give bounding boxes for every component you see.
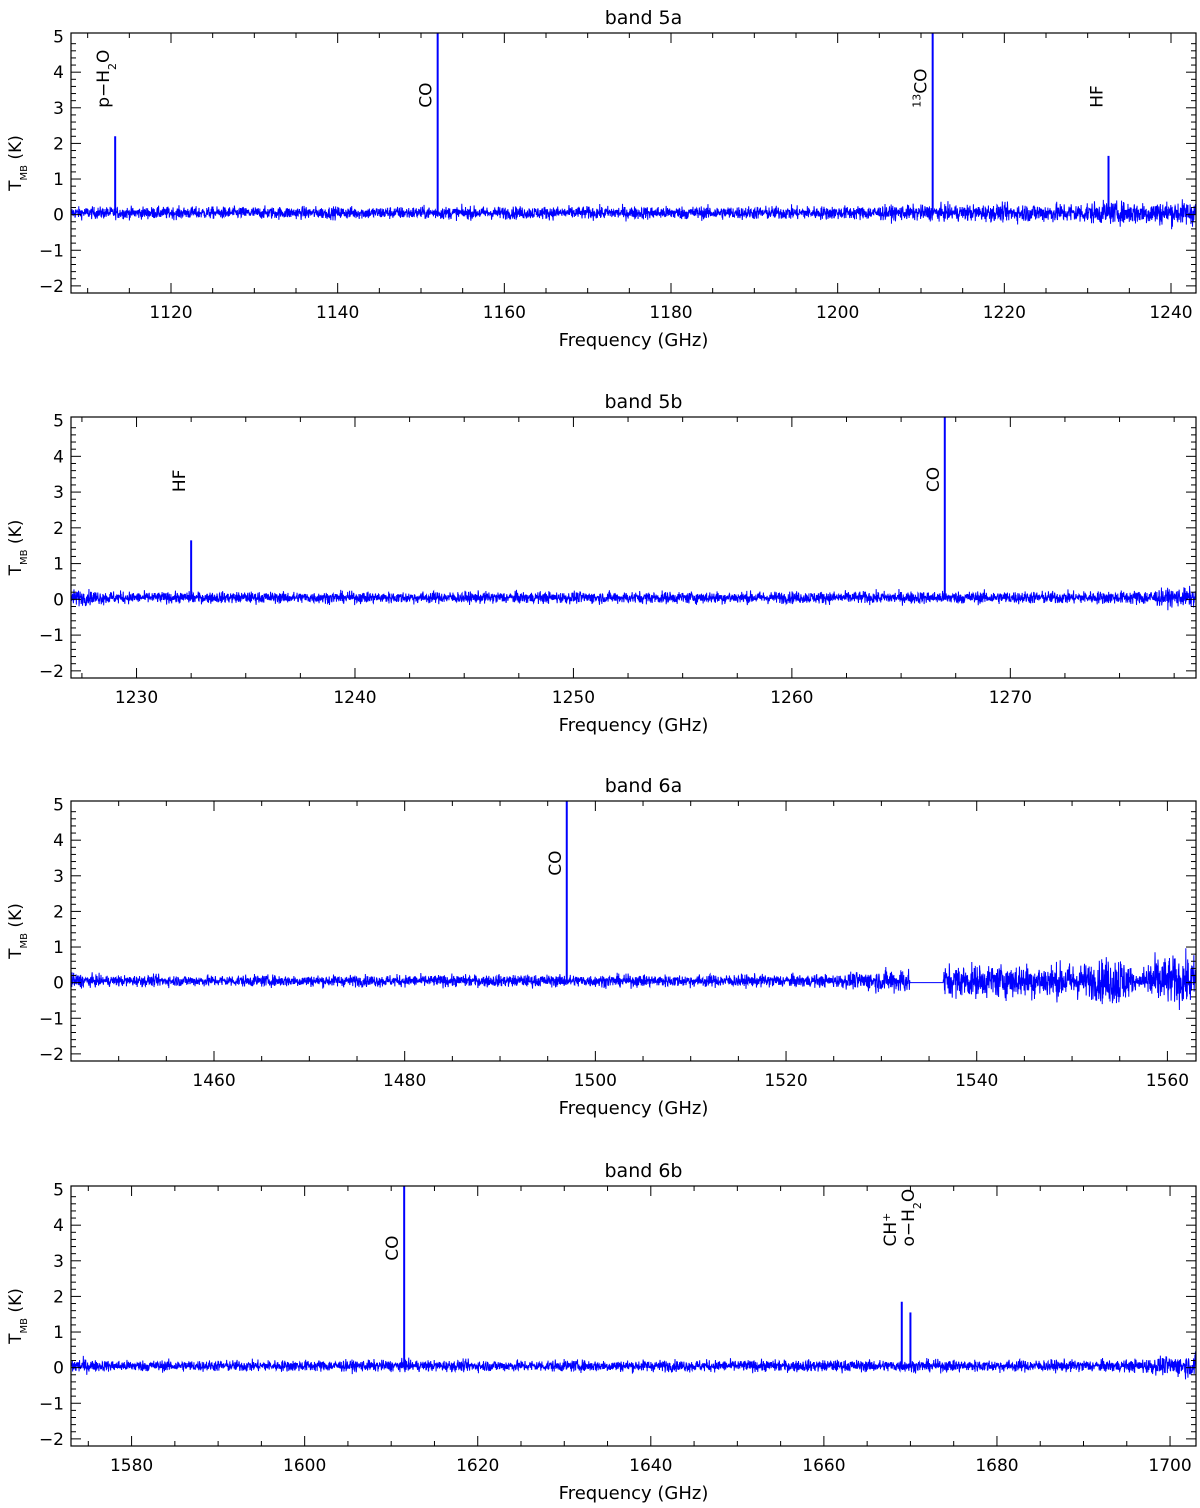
y-tick-label: 1: [53, 555, 64, 575]
y-tick-label: 3: [53, 99, 64, 119]
y-tick-label: 4: [53, 831, 64, 851]
y-tick-label: −1: [39, 626, 64, 646]
spectrum-trace: [71, 1351, 1196, 1380]
y-tick-label: 0: [53, 206, 64, 226]
line-label-13co: 13CO: [910, 69, 932, 108]
spectrum-panel-1: band 5a 1120 1140 1160 1180 1200 1220 1240 −2 −1 0…: [6, 7, 1197, 351]
spectrum-trace: [71, 948, 1196, 1010]
plot-frame: [70, 416, 1197, 679]
panel-title: band 5a: [605, 7, 683, 29]
panel-title: band 6a: [605, 775, 683, 797]
y-tick-label: 4: [53, 1216, 64, 1236]
y-tick-label: −2: [39, 277, 64, 297]
y-tick-label: −2: [39, 662, 64, 682]
y-tick-label: −1: [39, 1394, 64, 1414]
x-tick-label: 1120: [149, 303, 192, 323]
spectrum-panel-4: band 6b 1580 1600 1620 1640 1660 1680 1700 −2 −1 0…: [6, 1160, 1197, 1504]
y-tick-label: 3: [53, 867, 64, 887]
line-label-hf: HF: [170, 470, 190, 493]
y-tick-label: 1: [53, 938, 64, 958]
x-tick-label: 1680: [975, 1456, 1018, 1476]
y-axis-label: TMB (K): [6, 1288, 30, 1345]
x-axis-label: Frequency (GHz): [559, 1098, 709, 1119]
line-label-oh2o: o−H2O: [899, 1189, 924, 1247]
x-tick-label: 1580: [110, 1456, 153, 1476]
x-tick-label: 1200: [816, 303, 859, 323]
y-tick-label: 3: [53, 1252, 64, 1272]
y-tick-label: 5: [53, 1181, 64, 1201]
y-tick-label: −2: [39, 1430, 64, 1450]
y-tick-label: 4: [53, 63, 64, 83]
x-tick-label: 1140: [316, 303, 359, 323]
x-tick-label: 1640: [629, 1456, 672, 1476]
x-tick-label: 1180: [649, 303, 692, 323]
y-tick-label: 0: [53, 590, 64, 610]
x-tick-label: 1660: [802, 1456, 845, 1476]
y-axis-label: TMB (K): [6, 903, 30, 960]
line-label-co: CO: [924, 467, 944, 492]
y-tick-label: −1: [39, 1009, 64, 1029]
y-tick-label: 0: [53, 974, 64, 994]
x-tick-label: 1560: [1146, 1071, 1189, 1091]
x-tick-label: 1480: [383, 1071, 426, 1091]
y-axis-label: TMB (K): [6, 520, 30, 577]
x-tick-label: 1540: [955, 1071, 998, 1091]
x-tick-label: 1620: [456, 1456, 499, 1476]
x-tick-label: 1600: [283, 1456, 326, 1476]
plot-frame: [70, 1185, 1197, 1447]
panel-title: band 6b: [605, 1160, 683, 1182]
line-label-co: CO: [546, 851, 566, 876]
x-tick-label: 1460: [192, 1071, 235, 1091]
x-tick-label: 1700: [1148, 1456, 1191, 1476]
line-label-co: CO: [383, 1236, 403, 1261]
x-axis-label: Frequency (GHz): [559, 1483, 709, 1504]
y-tick-label: 0: [53, 1359, 64, 1379]
x-tick-label: 1250: [552, 688, 595, 708]
x-tick-label: 1240: [1149, 303, 1192, 323]
spectrum-panel-3: band 6a 1460 1480 1500 1520 1540 1560 −2 −1 0 1 2 3 4…: [6, 775, 1197, 1119]
y-tick-label: 1: [53, 170, 64, 190]
plot-frame: [70, 800, 1197, 1062]
x-tick-label: 1500: [574, 1071, 617, 1091]
spectrum-panel-2: band 5b 1230 1240 1250 1260 1270 −2 −1 0 1 2 3 4 5 Fre…: [6, 391, 1197, 736]
y-tick-label: 2: [53, 902, 64, 922]
line-label-ph2o: p−H2O: [94, 50, 119, 108]
y-tick-label: 2: [53, 519, 64, 539]
y-tick-label: 4: [53, 447, 64, 467]
line-label-co: CO: [417, 83, 437, 108]
x-tick-label: 1520: [764, 1071, 807, 1091]
x-axis-label: Frequency (GHz): [559, 715, 709, 736]
y-tick-label: 2: [53, 1287, 64, 1307]
y-tick-label: −2: [39, 1045, 64, 1065]
x-axis-label: Frequency (GHz): [559, 330, 709, 351]
spectrum-trace: [71, 585, 1196, 611]
line-label-ch: CH+: [879, 1213, 901, 1247]
x-tick-label: 1240: [333, 688, 376, 708]
y-tick-label: 1: [53, 1323, 64, 1343]
plot-frame: [70, 32, 1197, 294]
x-tick-label: 1230: [115, 688, 158, 708]
line-label-hf: HF: [1088, 85, 1108, 108]
y-tick-label: 5: [53, 28, 64, 48]
x-tick-label: 1220: [983, 303, 1026, 323]
x-tick-label: 1160: [483, 303, 526, 323]
x-tick-label: 1260: [770, 688, 813, 708]
y-tick-label: 3: [53, 483, 64, 503]
y-tick-label: 5: [53, 412, 64, 432]
x-tick-label: 1270: [989, 688, 1032, 708]
y-tick-label: 2: [53, 134, 64, 154]
spectrum-trace: [71, 199, 1196, 230]
y-tick-label: 5: [53, 796, 64, 816]
y-axis-label: TMB (K): [6, 135, 30, 192]
y-tick-label: −1: [39, 241, 64, 261]
panel-title: band 5b: [605, 391, 683, 413]
